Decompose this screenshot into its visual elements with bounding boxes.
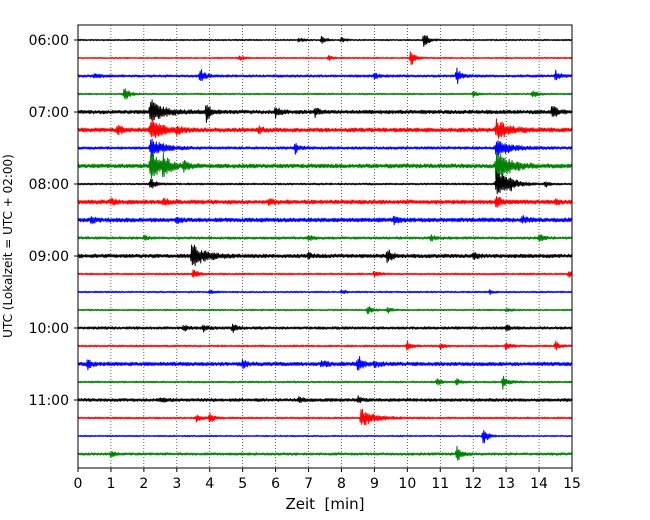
seismogram-trace-0730: [77, 138, 573, 159]
seismogram-trace-0645: [77, 88, 573, 100]
x-tick-label: 0: [74, 476, 83, 492]
seismogram-traces: [77, 35, 573, 461]
seismogram-trace-1045: [77, 375, 573, 390]
x-tick-label: 11: [431, 476, 449, 492]
plot-frame: [77, 24, 573, 469]
seismogram-trace-1000: [77, 323, 573, 333]
vertical-gridlines: [110, 25, 540, 468]
x-tick-label: 13: [497, 476, 515, 492]
seismogram-trace-1015: [77, 340, 573, 351]
y-tick-label: 09:00: [29, 249, 69, 265]
y-tick-label: 07:00: [29, 105, 69, 121]
seismogram-trace-0700: [77, 99, 573, 124]
seismogram-trace-1100: [77, 395, 573, 404]
seismogram-trace-0715: [77, 118, 573, 139]
y-tick-label: 10:00: [29, 321, 69, 337]
x-tick-label: 1: [106, 476, 115, 492]
seismogram-trace-0815: [77, 195, 573, 208]
x-tick-label: 8: [337, 476, 346, 492]
seismogram-trace-0600: [77, 35, 573, 47]
seismogram-trace-1130: [77, 429, 573, 444]
seismogram-trace-1030: [77, 356, 573, 371]
x-axis-label: Zeit [min]: [285, 495, 364, 513]
seismogram-trace-1115: [77, 408, 573, 426]
x-tick-label: 6: [271, 476, 280, 492]
x-tick-label: 2: [139, 476, 148, 492]
y-tick-label: 11:00: [29, 393, 69, 409]
x-tick-label: 3: [172, 476, 181, 492]
seismogram-trace-0800: [77, 171, 573, 195]
x-tick-label: 9: [370, 476, 379, 492]
y-axis-label: UTC (Lokalzeit = UTC + 02:00): [1, 154, 15, 338]
y-tick-label: 06:00: [29, 33, 69, 49]
seismogram-trace-0845: [77, 234, 573, 242]
seismogram-trace-0915: [77, 269, 573, 279]
x-tick-label: 4: [205, 476, 214, 492]
seismogram-trace-0945: [77, 306, 573, 315]
x-axis-ticks: 0 1 2 3 4 5 6 7 8 9 10 11 12 13 14 15: [74, 468, 581, 492]
seismogram-trace-1145: [77, 445, 573, 461]
seismogram-trace-0615: [77, 51, 573, 66]
seismogram-trace-0830: [77, 215, 573, 226]
seismogram-trace-0630: [77, 67, 573, 84]
x-tick-label: 12: [464, 476, 482, 492]
seismogram-trace-0900: [77, 244, 573, 267]
seismogram-trace-0745: [77, 152, 573, 183]
y-axis-ticks: 06:00 07:00 08:00 09:00 10:00 11:00: [29, 33, 78, 409]
x-tick-label: 15: [563, 476, 581, 492]
seismogram-trace-0930: [77, 289, 573, 296]
x-tick-label: 10: [398, 476, 416, 492]
x-tick-label: 14: [530, 476, 548, 492]
x-tick-label: 7: [304, 476, 313, 492]
y-tick-label: 08:00: [29, 177, 69, 193]
x-tick-label: 5: [238, 476, 247, 492]
